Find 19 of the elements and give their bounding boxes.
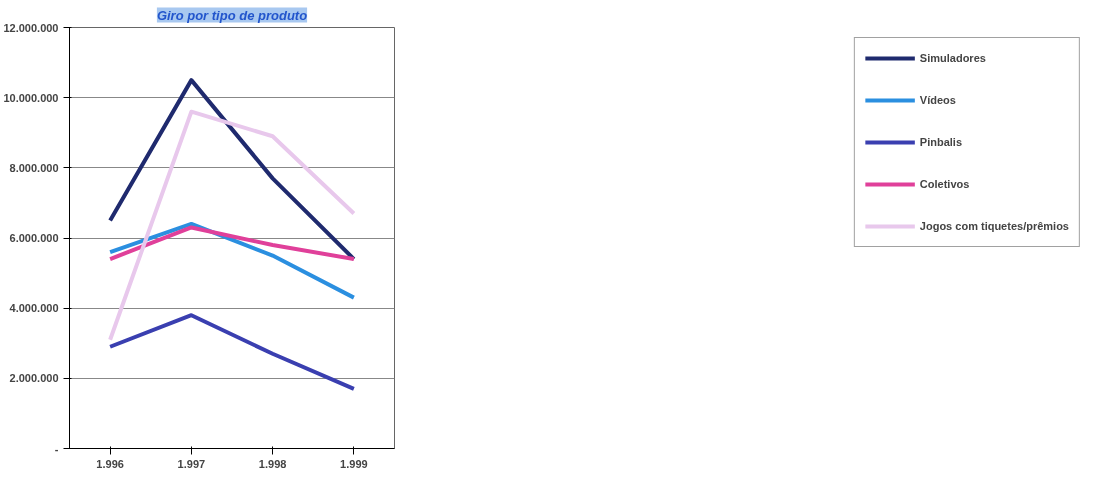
y-tick-label: 12.000.000 xyxy=(3,21,59,34)
x-tick-label: 1.997 xyxy=(177,457,206,470)
line-series xyxy=(108,109,356,342)
legend-label: Coletivos xyxy=(919,178,970,190)
legend-label: Simuladores xyxy=(919,52,986,64)
legend-label: Pinbalis xyxy=(919,136,963,148)
y-tick-label: 4.000.000 xyxy=(9,302,59,315)
legend-label: Vídeos xyxy=(919,94,956,106)
line-series xyxy=(108,313,356,391)
chart-title: Giro por tipo de produto xyxy=(156,7,308,23)
y-tick-label: 10.000.000 xyxy=(3,91,59,104)
y-tick-label: 2.000.000 xyxy=(9,372,59,385)
y-tick-label: - xyxy=(54,442,59,455)
x-tick-label: 1.996 xyxy=(96,457,124,470)
y-tick-label: 8.000.000 xyxy=(9,161,59,174)
x-tick-label: 1.998 xyxy=(258,457,287,470)
x-tick-label: 1.999 xyxy=(340,457,368,470)
y-tick-label: 6.000.000 xyxy=(9,232,59,244)
legend-label: Jogos com tiquetes/prêmios xyxy=(919,220,1069,232)
